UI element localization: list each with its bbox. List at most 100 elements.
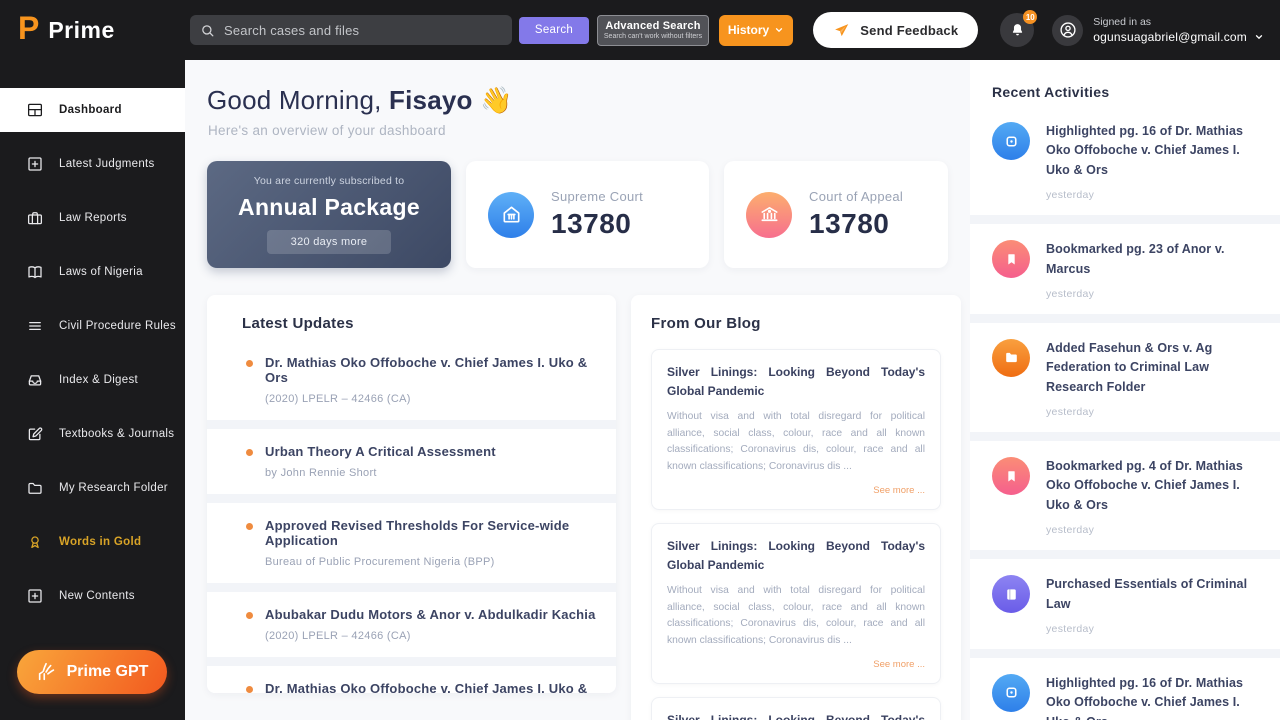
supreme-court-icon xyxy=(488,191,534,238)
search-box[interactable] xyxy=(190,15,512,45)
sidebar-item-label: Textbooks & Journals xyxy=(59,428,175,440)
subscription-card[interactable]: You are currently subscribed to Annual P… xyxy=(207,161,451,268)
list-icon xyxy=(26,317,44,335)
subscription-pretext: You are currently subscribed to xyxy=(253,175,405,187)
avatar[interactable] xyxy=(1052,14,1084,46)
sidebar-item-label: Words in Gold xyxy=(59,536,142,548)
open-book-icon xyxy=(26,263,44,281)
activity-item[interactable]: Added Fasehun & Ors v. Ag Federation to … xyxy=(970,322,1280,432)
divider xyxy=(970,432,1280,441)
update-title: Approved Revised Thresholds For Service-… xyxy=(265,518,570,548)
sidebar-item-label: New Contents xyxy=(59,590,135,602)
sidebar-item-dashboard[interactable]: Dashboard xyxy=(0,88,185,132)
activity-text: Highlighted pg. 16 of Dr. Mathias Oko Of… xyxy=(1046,675,1244,720)
edit-icon xyxy=(26,425,44,443)
bookmark-icon xyxy=(992,457,1030,495)
sidebar-item-label: Dashboard xyxy=(59,104,122,116)
see-more-link[interactable]: See more ... xyxy=(873,659,925,671)
update-title: Urban Theory A Critical Assessment xyxy=(265,444,496,459)
update-item[interactable]: Urban Theory A Critical Assessment by Jo… xyxy=(207,429,616,494)
update-item[interactable]: Dr. Mathias Oko Offoboche v. Chief James… xyxy=(207,666,616,693)
blog-title: From Our Blog xyxy=(651,315,761,332)
account-menu[interactable]: Signed in as ogunsuagabriel@gmail.com xyxy=(1093,15,1264,45)
activity-text: Bookmarked pg. 23 of Anor v. Marcus xyxy=(1046,242,1225,276)
send-feedback-button[interactable]: Send Feedback xyxy=(813,12,979,48)
sidebar-item-label: Civil Procedure Rules xyxy=(59,320,176,332)
signed-in-as-label: Signed in as xyxy=(1093,15,1152,28)
prime-gpt-label: Prime GPT xyxy=(66,663,149,680)
brand-logo[interactable]: P Prime xyxy=(0,0,185,60)
sidebar-item-textbooks-journals[interactable]: Textbooks & Journals xyxy=(0,412,185,456)
search-input[interactable] xyxy=(224,22,502,38)
stat-label: Supreme Court xyxy=(551,189,644,204)
blog-post-card[interactable]: Silver Linings: Looking Beyond Today's G… xyxy=(651,349,941,511)
paper-plane-icon xyxy=(835,23,849,36)
bookmark-icon xyxy=(992,240,1030,279)
sidebar-item-latest-judgments[interactable]: Latest Judgments xyxy=(0,142,185,186)
account-email: ogunsuagabriel@gmail.com xyxy=(1093,29,1247,44)
dashboard-icon xyxy=(26,101,44,119)
divider xyxy=(970,313,1280,323)
prime-logo-icon: P xyxy=(18,10,40,46)
page-title: Good Morning, Fisayo 👋 xyxy=(207,85,513,115)
update-item[interactable]: Approved Revised Thresholds For Service-… xyxy=(207,503,616,583)
activity-time: yesterday xyxy=(1046,189,1095,202)
update-subtitle: by John Rennie Short xyxy=(265,467,377,479)
sidebar-item-new-contents[interactable]: New Contents xyxy=(0,574,185,618)
activity-item[interactable]: Bookmarked pg. 23 of Anor v. Marcus yest… xyxy=(970,224,1280,314)
sidebar-item-my-research-folder[interactable]: My Research Folder xyxy=(0,466,185,510)
bullet-dot-icon xyxy=(246,686,253,693)
notifications-button[interactable]: 10 xyxy=(1000,10,1038,47)
sidebar-item-label: Laws of Nigeria xyxy=(59,266,143,278)
activity-item[interactable]: Highlighted pg. 16 of Dr. Mathias Oko Of… xyxy=(970,106,1280,216)
history-button[interactable]: History xyxy=(719,14,793,46)
update-item[interactable]: Abubakar Dudu Motors & Anor v. Abdulkadi… xyxy=(207,592,616,657)
advanced-search-sublabel: Search can't work without filters xyxy=(603,33,703,40)
recent-activities-panel: Recent Activities Highlighted pg. 16 of … xyxy=(970,60,1280,720)
sidebar-item-index-digest[interactable]: Index & Digest xyxy=(0,358,185,402)
bullet-dot-icon xyxy=(246,523,253,530)
sidebar-item-label: Law Reports xyxy=(59,212,127,224)
highlight-icon xyxy=(992,122,1030,160)
bullet-dot-icon xyxy=(246,449,253,456)
update-item[interactable]: Dr. Mathias Oko Offoboche v. Chief James… xyxy=(207,340,616,420)
sidebar-nav: Dashboard Latest Judgments Law Reports L… xyxy=(0,88,185,618)
update-subtitle: (2020) LPELR – 42466 (CA) xyxy=(265,630,411,642)
sidebar-item-civil-procedure-rules[interactable]: Civil Procedure Rules xyxy=(0,304,185,348)
blog-post-title: Silver Linings: Looking Beyond Today's G… xyxy=(667,365,925,398)
sidebar-item-law-reports[interactable]: Law Reports xyxy=(0,196,185,240)
prime-gpt-button[interactable]: Prime GPT xyxy=(17,650,167,694)
bullet-dot-icon xyxy=(246,612,253,619)
activity-item[interactable]: Highlighted pg. 16 of Dr. Mathias Oko Of… xyxy=(970,657,1280,720)
sidebar-item-words-in-gold[interactable]: Words in Gold xyxy=(0,520,185,564)
activity-item[interactable]: Bookmarked pg. 4 of Dr. Mathias Oko Offo… xyxy=(970,441,1280,551)
notification-badge: 10 xyxy=(1023,10,1038,24)
activity-item[interactable]: Purchased Essentials of Criminal Law yes… xyxy=(970,559,1280,649)
divider xyxy=(970,648,1280,658)
bell-icon xyxy=(1012,23,1022,35)
person-icon xyxy=(1060,22,1076,38)
stat-card-court-of-appeal[interactable]: Court of Appeal 13780 xyxy=(724,161,948,268)
divider xyxy=(970,550,1280,560)
advanced-search-button[interactable]: Advanced Search Search can't work withou… xyxy=(597,14,709,46)
activity-text: Purchased Essentials of Criminal Law xyxy=(1046,577,1248,611)
subscription-days-badge: 320 days more xyxy=(266,230,392,254)
stat-value: 13780 xyxy=(551,208,632,239)
sidebar-item-laws-of-nigeria[interactable]: Laws of Nigeria xyxy=(0,250,185,294)
folder-icon xyxy=(26,479,44,497)
court-of-appeal-icon xyxy=(746,191,792,238)
user-first-name: Fisayo xyxy=(389,85,473,115)
divider xyxy=(207,420,616,429)
stat-card-supreme-court[interactable]: Supreme Court 13780 xyxy=(466,161,709,268)
blog-post-excerpt: Without visa and with total disregard fo… xyxy=(667,411,925,472)
plus-square-icon xyxy=(26,587,44,605)
plus-square-icon xyxy=(26,155,44,173)
blog-post-card[interactable]: Silver Linings: Looking Beyond Today's G… xyxy=(651,523,941,685)
sidebar-item-label: My Research Folder xyxy=(59,482,168,494)
blog-post-excerpt: Without visa and with total disregard fo… xyxy=(667,585,925,646)
stat-label: Court of Appeal xyxy=(809,189,904,204)
blog-post-card[interactable]: Silver Linings: Looking Beyond Today's G… xyxy=(651,697,941,720)
search-button[interactable]: Search xyxy=(519,16,589,44)
see-more-link[interactable]: See more ... xyxy=(873,485,925,497)
bullet-dot-icon xyxy=(246,360,253,367)
